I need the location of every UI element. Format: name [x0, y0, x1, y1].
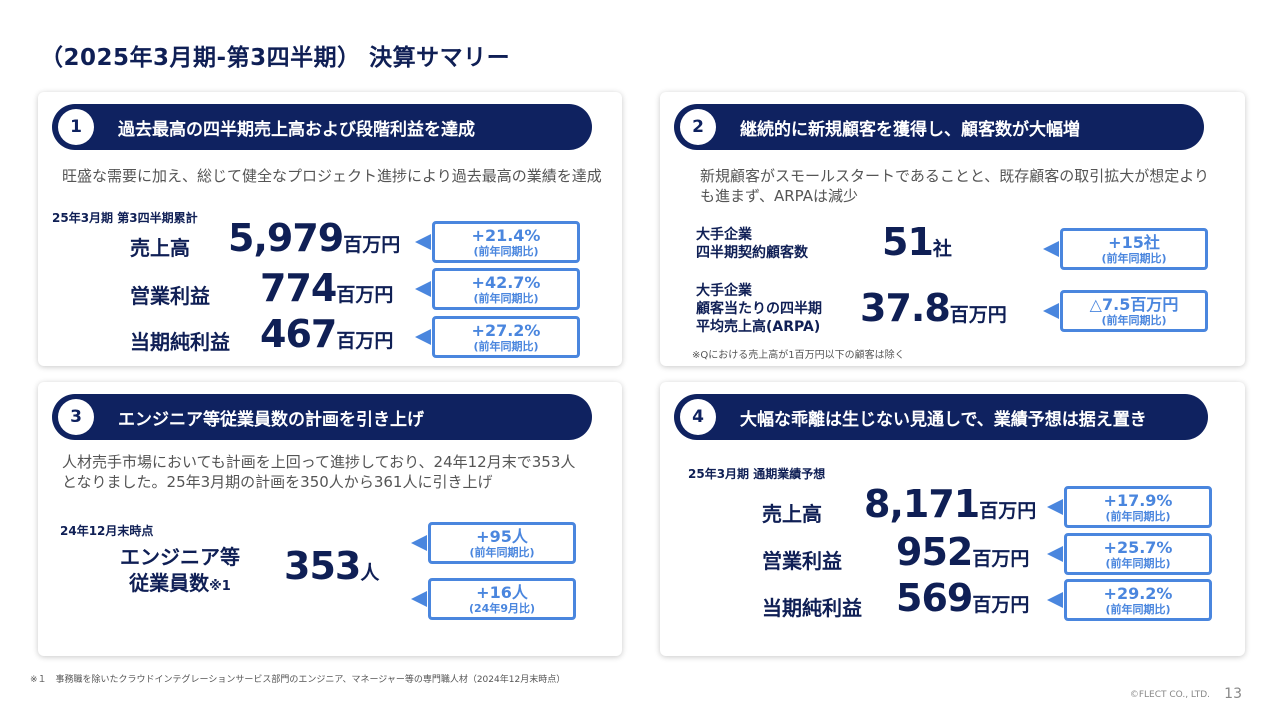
section-heading: 大幅な乖離は生じない見通しで、業績予想は据え置き — [740, 409, 1147, 430]
section-description: 旺盛な需要に加え、総じて健全なプロジェクト進捗により過去最高の業績を達成 — [62, 167, 602, 185]
section-heading: 継続的に新規顧客を獲得し、顧客数が大幅増 — [740, 119, 1080, 140]
page-title: （2025年3月期-第3四半期） 決算サマリー — [40, 45, 511, 71]
change-badge: +29.2% (前年同期比) — [1047, 579, 1212, 621]
section-number: 1 — [58, 109, 94, 145]
section-header-3: 3 エンジニア等従業員数の計画を引き上げ — [52, 394, 592, 440]
metric-label: 当期純利益 — [130, 330, 230, 354]
section-heading: エンジニア等従業員数の計画を引き上げ — [118, 409, 424, 430]
metric-label: 大手企業 顧客当たりの四半期 平均売上高(ARPA) — [696, 283, 822, 335]
change-badge: +21.4% (前年同期比) — [415, 221, 580, 263]
change-badge: +17.9% (前年同期比) — [1047, 486, 1212, 528]
metric-value: 774百万円 — [260, 266, 394, 310]
change-badge: +15社 (前年同期比) — [1043, 228, 1208, 270]
section-header-2: 2 継続的に新規顧客を獲得し、顧客数が大幅増 — [674, 104, 1204, 150]
metric-value: 8,171百万円 — [864, 482, 1037, 526]
section-description: 人材売手市場においても計画を上回って進捗しており、24年12月末で353人となり… — [62, 453, 576, 491]
change-badge: +27.2% (前年同期比) — [415, 316, 580, 358]
metric-label: 営業利益 — [130, 284, 210, 308]
section-number: 4 — [680, 399, 716, 435]
metric-value: 353人 — [284, 544, 380, 588]
page-footnote: ※１ 事務職を除いたクラウドインテグレーションサービス部門のエンジニア、マネージ… — [30, 675, 566, 685]
change-badge: △7.5百万円 (前年同期比) — [1043, 290, 1208, 332]
metric-label: 当期純利益 — [762, 596, 862, 620]
period-label: 24年12月末時点 — [60, 524, 154, 538]
metric-label: 売上高 — [762, 502, 822, 526]
section-header-1: 1 過去最高の四半期売上高および段階利益を達成 — [52, 104, 592, 150]
change-badge: +42.7% (前年同期比) — [415, 268, 580, 310]
summary-card-4: 4 大幅な乖離は生じない見通しで、業績予想は据え置き 25年3月期 通期業績予想… — [660, 382, 1245, 656]
page-number: 13 — [1224, 686, 1242, 702]
period-label: 25年3月期 第3四半期累計 — [52, 211, 198, 225]
summary-card-1: 1 過去最高の四半期売上高および段階利益を達成 旺盛な需要に加え、総じて健全なプ… — [38, 92, 622, 366]
copyright: ©FLECT CO., LTD. — [1129, 690, 1210, 700]
metric-label: エンジニア等 従業員数※1 — [120, 545, 240, 595]
summary-card-3: 3 エンジニア等従業員数の計画を引き上げ 人材売手市場においても計画を上回って進… — [38, 382, 622, 656]
metric-value: 51社 — [882, 220, 952, 264]
section-heading: 過去最高の四半期売上高および段階利益を達成 — [118, 119, 475, 140]
metric-value: 952百万円 — [896, 530, 1030, 574]
summary-card-2: 2 継続的に新規顧客を獲得し、顧客数が大幅増 新規顧客がスモールスタートであるこ… — [660, 92, 1245, 366]
section-number: 3 — [58, 399, 94, 435]
metric-label: 大手企業 四半期契約顧客数 — [696, 227, 808, 261]
period-label: 25年3月期 通期業績予想 — [688, 467, 826, 481]
change-badge: +16人 (24年9月比) — [411, 578, 576, 620]
footnote-text: ※Qにおける売上高が1百万円以下の顧客は除く — [692, 350, 905, 361]
metric-label: 売上高 — [130, 236, 190, 260]
metric-value: 569百万円 — [896, 576, 1030, 620]
change-badge: +25.7% (前年同期比) — [1047, 533, 1212, 575]
section-header-4: 4 大幅な乖離は生じない見通しで、業績予想は据え置き — [674, 394, 1208, 440]
change-badge: +95人 (前年同期比) — [411, 522, 576, 564]
section-number: 2 — [680, 109, 716, 145]
metric-value: 5,979百万円 — [228, 216, 401, 260]
metric-label: 営業利益 — [762, 549, 842, 573]
metric-value: 37.8百万円 — [860, 286, 1007, 330]
metric-value: 467百万円 — [260, 312, 394, 356]
section-description: 新規顧客がスモールスタートであることと、既存顧客の取引拡大が想定よりも進まず、A… — [700, 167, 1209, 205]
